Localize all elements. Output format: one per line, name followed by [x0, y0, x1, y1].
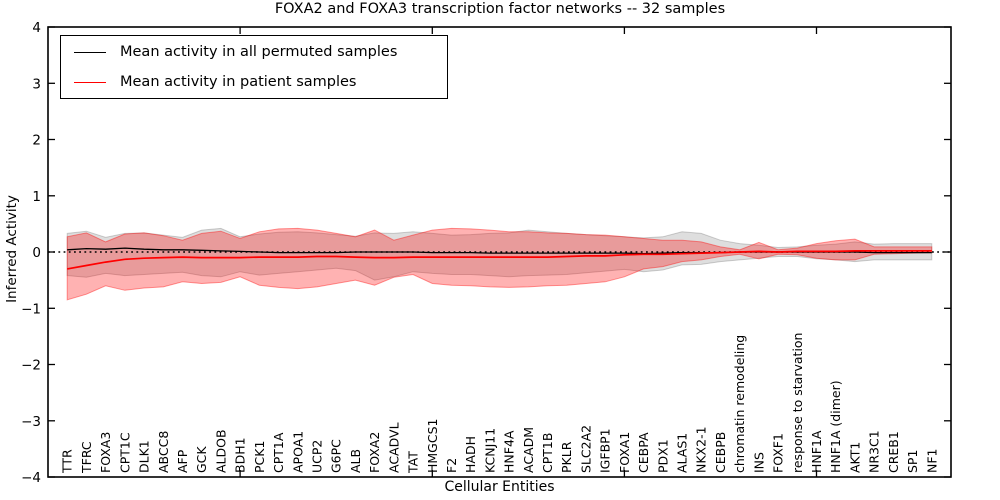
x-tick-label: DLK1 — [137, 440, 152, 473]
y-tick-label: −4 — [21, 470, 41, 486]
legend-line-patient-icon — [74, 81, 106, 83]
x-tick-label: NKX2-1 — [694, 426, 709, 473]
x-tick-label: chromatin remodeling — [732, 335, 747, 473]
x-tick-label: FOXA1 — [617, 432, 632, 473]
x-tick-label: ACADVL — [386, 422, 401, 473]
x-tick-label: AKT1 — [847, 442, 862, 473]
x-tick-label: CPT1A — [271, 432, 286, 473]
patient-samples-band — [66, 227, 933, 301]
x-tick-label: CREB1 — [886, 431, 901, 473]
series-line — [67, 250, 932, 270]
x-tick-label: FOXA2 — [367, 432, 382, 473]
x-axis-title: Cellular Entities — [444, 479, 555, 495]
x-tick-label: ALAS1 — [675, 433, 690, 473]
y-tick-label: 3 — [32, 76, 41, 92]
x-tick-label: AFP — [175, 449, 190, 473]
legend-item-permuted: Mean activity in all permuted samples — [61, 37, 447, 67]
permuted-samples-band — [66, 227, 933, 281]
x-tick-label: ALB — [348, 449, 363, 473]
y-tick-label: −3 — [21, 414, 41, 430]
x-tick-label: FOXA3 — [98, 432, 113, 473]
x-tick-label: NR3C1 — [867, 430, 882, 473]
legend-item-patient: Mean activity in patient samples — [61, 67, 447, 97]
x-tick-label: ACADM — [521, 427, 536, 473]
x-tick-label: NF1 — [924, 449, 939, 474]
y-tick-label: 1 — [32, 189, 41, 205]
x-tick-label: HADH — [463, 436, 478, 473]
x-tick-label: KCNJ11 — [482, 428, 497, 473]
y-tick-label: 4 — [32, 20, 41, 36]
x-tick-label: TTR — [60, 449, 75, 474]
x-tick-label: CEBPA — [636, 432, 651, 473]
x-tick-labels: TTR TFRC FOXA3 CPT1C DLK1 ABCC8 AFP GCK ALDOB BDH… — [60, 333, 940, 475]
legend-line-permuted-icon — [74, 51, 106, 53]
x-tick-label: HNF1A (dimer) — [828, 380, 843, 473]
y-tick-label: −1 — [21, 301, 41, 317]
x-tick-label: FOXF1 — [771, 433, 786, 473]
x-tick-label: TFRC — [79, 441, 94, 474]
x-tick-label: SP1 — [905, 450, 920, 473]
x-tick-label: SLC2A2 — [579, 425, 594, 473]
y-axis-title: Inferred Activity — [4, 195, 20, 303]
x-tick-label: BDH1 — [233, 437, 248, 473]
x-tick-label: HNF1A — [809, 430, 824, 473]
x-tick-label: TAT — [406, 451, 421, 474]
x-tick-label: GCK — [194, 446, 209, 473]
x-tick-label: HMGCS1 — [425, 419, 440, 474]
y-tick-label: 0 — [32, 245, 41, 261]
x-tick-label: PDX1 — [655, 439, 670, 473]
x-tick-label: F2 — [444, 458, 459, 473]
y-tick-label: 2 — [32, 133, 41, 149]
legend-label-patient: Mean activity in patient samples — [120, 74, 357, 90]
x-tick-label: CPT1B — [540, 433, 555, 473]
x-tick-label: CEBPB — [713, 432, 728, 473]
x-tick-label: CPT1C — [117, 432, 132, 473]
y-axis-ticks: 4 3 2 1 0 −1 −2 −3 −4 — [21, 20, 951, 486]
x-tick-label: HNF4A — [502, 430, 517, 473]
x-tick-label: PCK1 — [252, 441, 267, 473]
x-tick-label: IGFBP1 — [598, 428, 613, 473]
x-tick-label: G6PC — [329, 439, 344, 473]
x-tick-label: ALDOB — [213, 429, 228, 473]
x-tick-label: INS — [751, 452, 766, 473]
x-tick-label: APOA1 — [290, 431, 305, 473]
x-axis-ticks — [239, 27, 818, 477]
legend: Mean activity in all permuted samples Me… — [60, 35, 448, 99]
y-tick-label: −2 — [21, 358, 41, 374]
x-tick-label: UCP2 — [310, 440, 325, 473]
x-tick-label: PKLR — [559, 441, 574, 473]
chart-title: FOXA2 and FOXA3 transcription factor net… — [274, 1, 726, 17]
x-tick-label: ABCC8 — [156, 431, 171, 473]
x-tick-label: response to starvation — [790, 333, 805, 474]
legend-label-permuted: Mean activity in all permuted samples — [120, 44, 398, 60]
